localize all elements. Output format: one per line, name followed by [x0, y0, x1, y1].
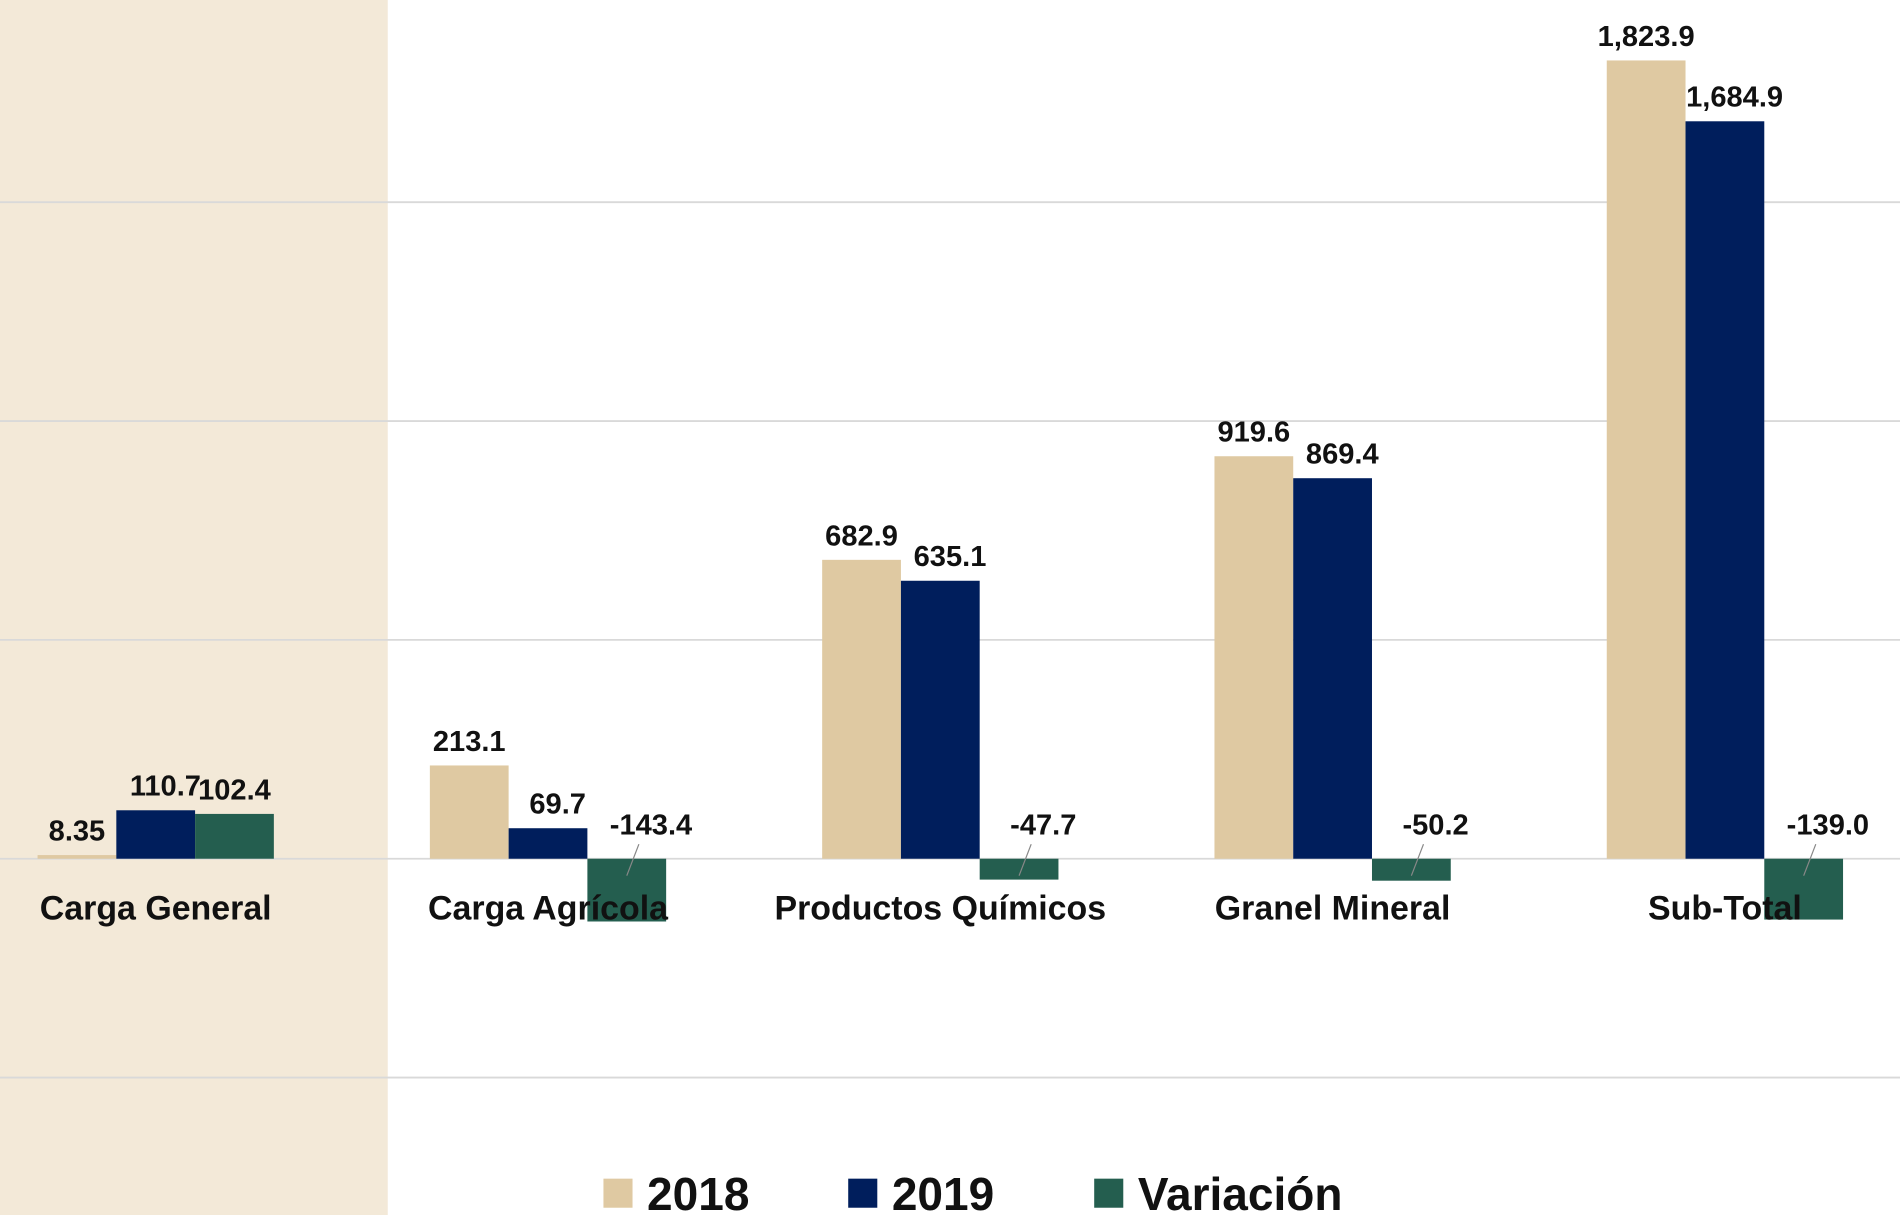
data-label: -47.7 — [1010, 810, 1076, 842]
leader-line — [1410, 843, 1425, 876]
bar — [1371, 858, 1451, 881]
data-label: 1,684.9 — [1686, 82, 1783, 114]
data-label: -50.2 — [1402, 810, 1468, 842]
data-label: 213.1 — [433, 726, 506, 758]
data-label: 1,823.9 — [1598, 21, 1695, 53]
bar — [900, 580, 980, 859]
data-label: 110.7 — [130, 771, 201, 803]
x-tick-label: Granel Mineral — [1215, 889, 1451, 927]
legend-label: Variación — [1138, 1168, 1343, 1215]
bar — [1606, 60, 1686, 859]
x-tick-label: Productos Químicos — [774, 889, 1106, 927]
bar — [1764, 858, 1844, 920]
bar — [429, 765, 509, 859]
x-tick-label: Carga Agrícola — [428, 889, 669, 927]
data-label: -143.4 — [610, 810, 692, 842]
legend-label: 2019 — [892, 1168, 994, 1215]
bar — [979, 858, 1059, 880]
side-panel — [0, 0, 388, 1215]
legend-swatch — [1094, 1178, 1124, 1208]
bar — [1685, 121, 1765, 859]
data-label: 69.7 — [529, 789, 586, 821]
data-label: -139.0 — [1787, 810, 1869, 842]
bar — [1214, 456, 1294, 859]
legend-swatch — [848, 1178, 878, 1208]
legend-label: 2018 — [647, 1168, 749, 1215]
bar — [822, 559, 901, 859]
x-tick-label: Sub-Total — [1648, 889, 1802, 927]
data-label: 635.1 — [914, 541, 987, 573]
bar — [37, 855, 117, 859]
bar — [1293, 478, 1372, 859]
data-label: 102.4 — [198, 774, 271, 806]
leader-line — [626, 843, 640, 876]
data-label: 919.6 — [1217, 417, 1290, 449]
x-tick-label: Carga General — [40, 889, 272, 927]
data-label: 8.35 — [49, 816, 106, 848]
leader-line — [1018, 843, 1032, 876]
data-label: 869.4 — [1306, 439, 1379, 471]
legend-swatch — [603, 1178, 633, 1208]
data-label: 682.9 — [825, 520, 898, 552]
bar — [195, 813, 274, 859]
bar — [587, 858, 667, 922]
leader-line — [1803, 843, 1817, 876]
bar — [508, 828, 588, 859]
bar — [116, 810, 196, 859]
